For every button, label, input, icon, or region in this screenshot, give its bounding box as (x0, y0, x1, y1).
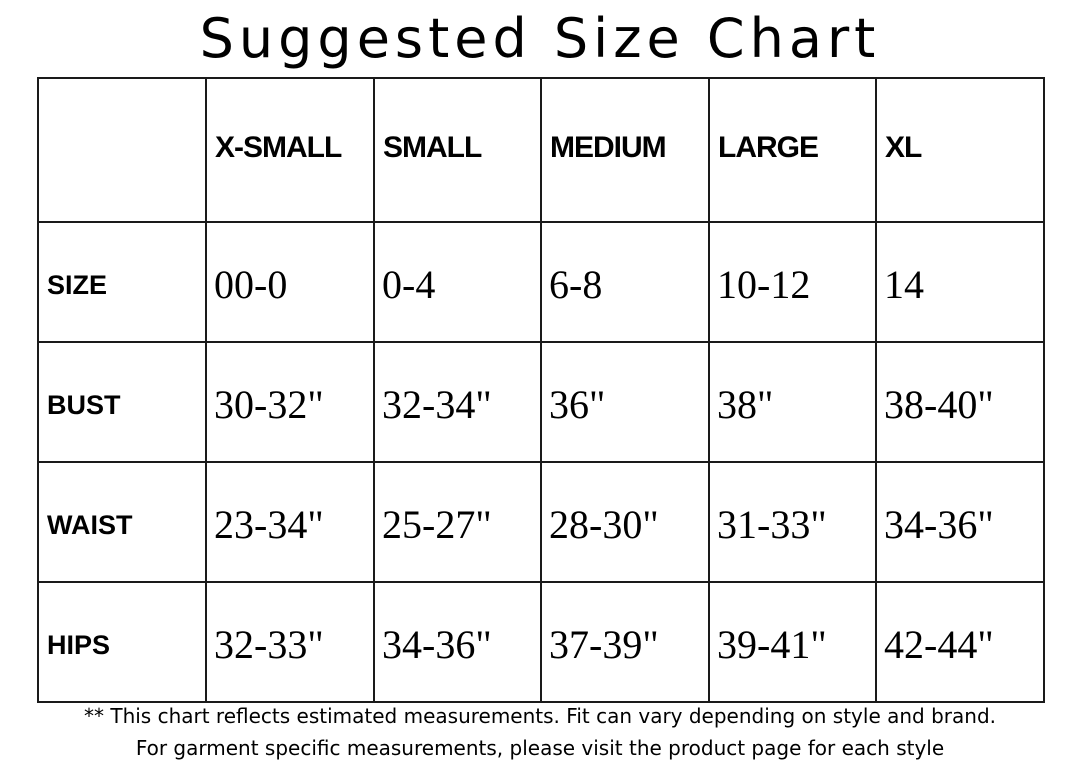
table-corner-cell (37, 77, 207, 223)
footnote-disclaimer: ** This chart reflects estimated measure… (84, 704, 996, 728)
column-header-medium: MEDIUM (540, 77, 710, 223)
row-header-waist: WAIST (37, 461, 207, 583)
column-header-small: SMALL (373, 77, 542, 223)
size-chart-table: X-SMALL SMALL MEDIUM LARGE XL SIZE 00-0 … (37, 77, 1045, 703)
row-header-hips: HIPS (37, 581, 207, 703)
table-cell: 14 (875, 221, 1045, 343)
table-cell: 42-44" (875, 581, 1045, 703)
table-cell: 0-4 (373, 221, 542, 343)
table-cell: 34-36" (875, 461, 1045, 583)
table-cell: 36" (540, 341, 710, 463)
row-header-bust: BUST (37, 341, 207, 463)
table-cell: 00-0 (205, 221, 375, 343)
table-row-bust: BUST 30-32" 32-34" 36" 38" 38-40" (37, 341, 1045, 463)
column-header-xl: XL (875, 77, 1045, 223)
table-header-row: X-SMALL SMALL MEDIUM LARGE XL (37, 77, 1045, 223)
column-header-large: LARGE (708, 77, 877, 223)
table-cell: 28-30" (540, 461, 710, 583)
row-header-size: SIZE (37, 221, 207, 343)
table-cell: 38" (708, 341, 877, 463)
table-cell: 39-41" (708, 581, 877, 703)
column-header-x-small: X-SMALL (205, 77, 375, 223)
table-row-size: SIZE 00-0 0-4 6-8 10-12 14 (37, 221, 1045, 343)
table-cell: 31-33" (708, 461, 877, 583)
table-cell: 25-27" (373, 461, 542, 583)
table-cell: 32-34" (373, 341, 542, 463)
table-cell: 38-40" (875, 341, 1045, 463)
table-row-hips: HIPS 32-33" 34-36" 37-39" 39-41" 42-44" (37, 581, 1045, 703)
page-title: Suggested Size Chart (199, 7, 881, 70)
table-row-waist: WAIST 23-34" 25-27" 28-30" 31-33" 34-36" (37, 461, 1045, 583)
table-cell: 34-36" (373, 581, 542, 703)
table-cell: 30-32" (205, 341, 375, 463)
table-cell: 6-8 (540, 221, 710, 343)
table-cell: 37-39" (540, 581, 710, 703)
table-cell: 32-33" (205, 581, 375, 703)
footnote-product-page: For garment specific measurements, pleas… (135, 736, 945, 760)
table-cell: 10-12 (708, 221, 877, 343)
table-cell: 23-34" (205, 461, 375, 583)
